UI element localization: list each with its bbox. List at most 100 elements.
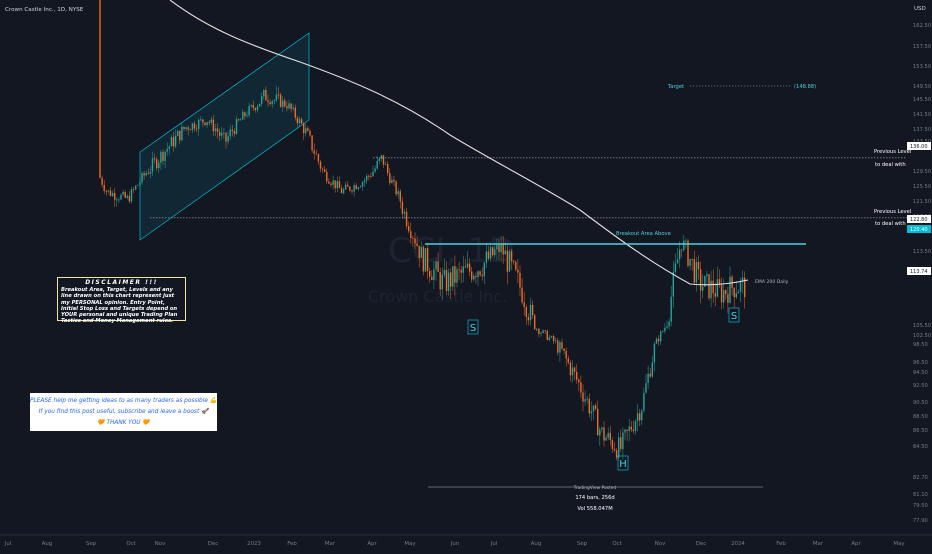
candle-body bbox=[202, 119, 204, 123]
y-tick-label: 162.50 bbox=[913, 23, 931, 29]
candle-body bbox=[403, 211, 406, 214]
candle-body bbox=[674, 263, 677, 272]
candle-body bbox=[292, 107, 294, 109]
candle-body bbox=[147, 173, 149, 174]
candle-body bbox=[368, 175, 370, 177]
candle-body bbox=[693, 259, 695, 283]
candle-body bbox=[214, 128, 217, 132]
candle-body bbox=[273, 100, 275, 102]
candle-body bbox=[584, 399, 586, 402]
candle-body bbox=[580, 382, 582, 393]
candle-body bbox=[477, 271, 479, 278]
candle-body bbox=[143, 173, 145, 176]
candle-body bbox=[357, 187, 359, 190]
candle-body bbox=[567, 358, 569, 363]
price-axis-tag bbox=[907, 142, 931, 150]
ema-200-line bbox=[169, 0, 749, 286]
candle-body bbox=[723, 290, 725, 303]
candle-body bbox=[479, 271, 481, 275]
candle-body bbox=[397, 191, 399, 195]
candle-body bbox=[305, 128, 307, 134]
candle-body bbox=[678, 249, 681, 260]
candle-body bbox=[160, 151, 162, 163]
candle-body bbox=[502, 243, 504, 255]
candle-body bbox=[277, 94, 280, 96]
candle-body bbox=[670, 296, 672, 322]
candle-body bbox=[216, 128, 219, 132]
candle-body bbox=[615, 450, 618, 458]
candle-body bbox=[456, 269, 458, 283]
candle-body bbox=[393, 179, 395, 182]
y-tick-label: 92.50 bbox=[913, 383, 928, 389]
candle-body bbox=[193, 123, 196, 129]
candle-body bbox=[246, 115, 248, 117]
candle-body bbox=[508, 251, 511, 272]
candle-body bbox=[124, 192, 126, 198]
candle-body bbox=[378, 158, 380, 161]
candle-body bbox=[374, 168, 376, 172]
candle-body bbox=[666, 326, 668, 328]
candle-body bbox=[118, 199, 120, 201]
candle-body bbox=[240, 119, 242, 121]
previous-level-122-sub: to deal with bbox=[875, 221, 906, 227]
x-tick-label: Nov bbox=[155, 541, 166, 547]
candle-body bbox=[714, 293, 716, 297]
candle-body bbox=[145, 173, 147, 176]
candle-body bbox=[248, 105, 250, 116]
candle-body bbox=[689, 258, 691, 266]
x-tick-label: Feb bbox=[776, 541, 786, 547]
candle-body bbox=[372, 171, 374, 177]
candle-body bbox=[244, 112, 246, 117]
candle-body bbox=[328, 181, 330, 184]
candle-body bbox=[561, 342, 563, 349]
candle-body bbox=[101, 177, 103, 185]
candle-body bbox=[649, 373, 651, 377]
candle-body bbox=[624, 429, 626, 433]
candle-body bbox=[298, 119, 301, 124]
candle-body bbox=[107, 190, 110, 192]
candle-body bbox=[708, 274, 710, 299]
pattern-box bbox=[467, 319, 479, 335]
candle-body bbox=[441, 274, 443, 290]
candle-body bbox=[168, 146, 170, 149]
candle-body bbox=[613, 449, 616, 451]
candle-body bbox=[429, 270, 431, 277]
watermark-name: Crown Castle Inc. bbox=[368, 287, 507, 306]
candle-body bbox=[672, 271, 674, 297]
y-tick-label: 125.50 bbox=[913, 184, 931, 190]
x-tick-label: Dec bbox=[696, 541, 706, 547]
candle-body bbox=[540, 332, 542, 334]
x-tick-label: May bbox=[404, 541, 416, 547]
y-tick-label: 82.70 bbox=[913, 475, 928, 481]
candle-body bbox=[515, 261, 517, 270]
y-tick-label: 153.50 bbox=[913, 64, 931, 70]
candle-body bbox=[99, 0, 101, 178]
candle-body bbox=[408, 226, 410, 232]
candle-body bbox=[370, 176, 372, 177]
candle-body bbox=[513, 261, 515, 263]
candle-body bbox=[212, 119, 215, 132]
candle-body bbox=[523, 302, 525, 308]
candle-body bbox=[500, 243, 502, 253]
candle-body bbox=[431, 276, 433, 280]
candle-body bbox=[242, 112, 244, 120]
x-tick-label: Sep bbox=[86, 541, 97, 547]
candle-body bbox=[401, 201, 404, 214]
candle-body bbox=[265, 90, 267, 101]
y-tick-label: 90.50 bbox=[913, 400, 928, 406]
candle-body bbox=[326, 171, 328, 182]
rising-channel bbox=[139, 32, 310, 241]
candle-body bbox=[592, 405, 595, 412]
candle-body bbox=[737, 291, 740, 294]
candle-body bbox=[363, 180, 366, 183]
candle-body bbox=[300, 119, 303, 124]
current-price-text: 113.74 bbox=[910, 269, 928, 275]
candle-body bbox=[697, 261, 700, 270]
candle-body bbox=[309, 130, 311, 136]
x-tick-label: Mar bbox=[813, 541, 824, 547]
candle-body bbox=[485, 251, 488, 263]
candle-body bbox=[733, 287, 735, 298]
candle-body bbox=[597, 409, 599, 436]
candle-body bbox=[172, 137, 175, 147]
